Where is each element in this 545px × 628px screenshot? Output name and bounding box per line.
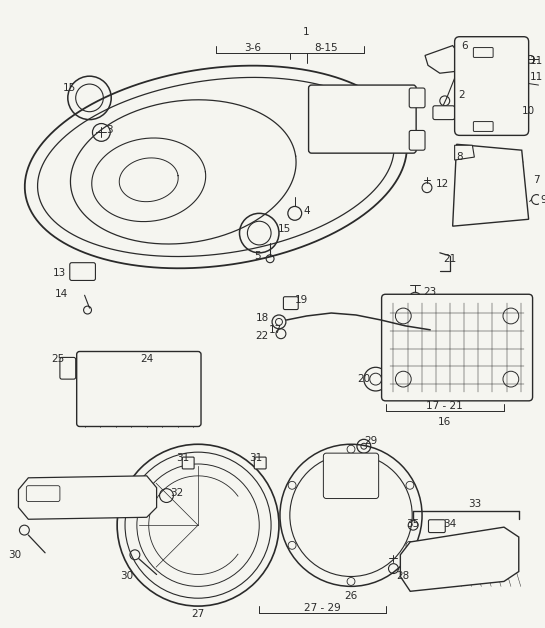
Text: 28: 28 (397, 571, 410, 582)
Text: 34: 34 (443, 519, 456, 529)
Text: 5: 5 (254, 251, 261, 261)
Text: 14: 14 (55, 290, 69, 300)
FancyBboxPatch shape (382, 295, 532, 401)
Text: 29: 29 (364, 436, 377, 447)
Text: 12: 12 (436, 179, 450, 189)
Text: 3: 3 (106, 126, 113, 136)
Text: 20: 20 (358, 374, 371, 384)
Text: 18: 18 (256, 313, 269, 323)
Text: 6: 6 (461, 41, 468, 51)
FancyBboxPatch shape (323, 453, 379, 499)
Text: 15: 15 (63, 83, 76, 93)
Polygon shape (455, 145, 474, 160)
Polygon shape (19, 476, 156, 519)
Text: 27 - 29: 27 - 29 (304, 603, 341, 613)
Text: 7: 7 (533, 175, 540, 185)
Text: 17 - 21: 17 - 21 (426, 401, 463, 411)
FancyBboxPatch shape (433, 106, 455, 119)
Polygon shape (401, 527, 519, 592)
FancyBboxPatch shape (308, 85, 416, 153)
Text: 25: 25 (51, 354, 64, 364)
Text: 11: 11 (530, 72, 543, 82)
Polygon shape (453, 144, 529, 226)
Text: 9: 9 (540, 195, 545, 205)
Text: 2: 2 (458, 90, 465, 100)
Text: 22: 22 (256, 331, 269, 341)
Text: 26: 26 (344, 591, 358, 601)
Text: 4: 4 (304, 207, 310, 217)
FancyBboxPatch shape (455, 36, 529, 136)
FancyBboxPatch shape (26, 485, 60, 502)
FancyBboxPatch shape (70, 263, 95, 281)
FancyBboxPatch shape (60, 357, 76, 379)
Text: 30: 30 (8, 550, 21, 560)
Text: 19: 19 (295, 295, 308, 305)
Text: 3-6: 3-6 (244, 43, 261, 53)
Text: 31: 31 (249, 453, 262, 463)
Text: 24: 24 (140, 354, 153, 364)
Text: 32: 32 (169, 487, 183, 497)
Text: 8-15: 8-15 (314, 43, 338, 53)
Text: 17: 17 (268, 325, 282, 335)
Text: 1: 1 (304, 27, 310, 37)
Text: 11: 11 (530, 57, 543, 67)
FancyBboxPatch shape (428, 520, 445, 533)
Text: 8: 8 (456, 152, 463, 162)
FancyBboxPatch shape (182, 457, 194, 469)
Text: 21: 21 (443, 254, 456, 264)
FancyBboxPatch shape (474, 122, 493, 131)
FancyBboxPatch shape (283, 297, 298, 310)
FancyBboxPatch shape (255, 457, 266, 469)
Text: 23: 23 (423, 287, 437, 297)
Text: 35: 35 (407, 519, 420, 529)
Text: 31: 31 (177, 453, 190, 463)
FancyBboxPatch shape (474, 48, 493, 57)
FancyBboxPatch shape (409, 88, 425, 108)
Text: 33: 33 (468, 499, 481, 509)
FancyBboxPatch shape (409, 131, 425, 150)
Polygon shape (425, 46, 463, 73)
Text: 10: 10 (522, 106, 535, 116)
Text: 30: 30 (120, 571, 134, 582)
Text: 13: 13 (53, 268, 66, 278)
Text: 16: 16 (438, 416, 451, 426)
Text: 27: 27 (191, 609, 205, 619)
Text: 15: 15 (278, 224, 292, 234)
FancyBboxPatch shape (77, 352, 201, 426)
